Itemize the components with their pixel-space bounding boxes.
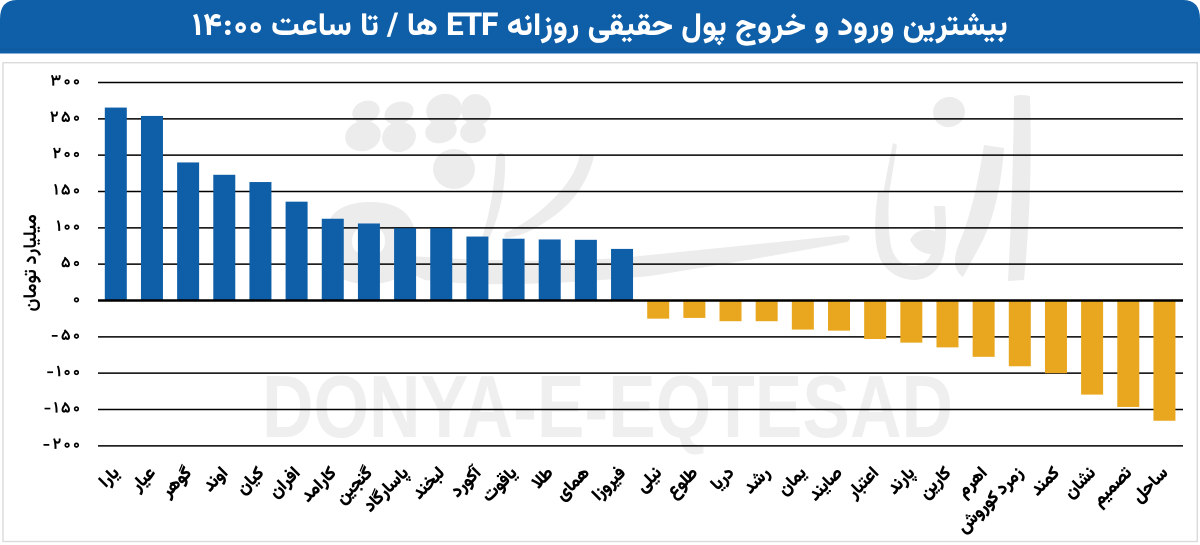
svg-text:DONYA-E-EQTESAD: DONYA-E-EQTESAD xyxy=(262,357,953,456)
